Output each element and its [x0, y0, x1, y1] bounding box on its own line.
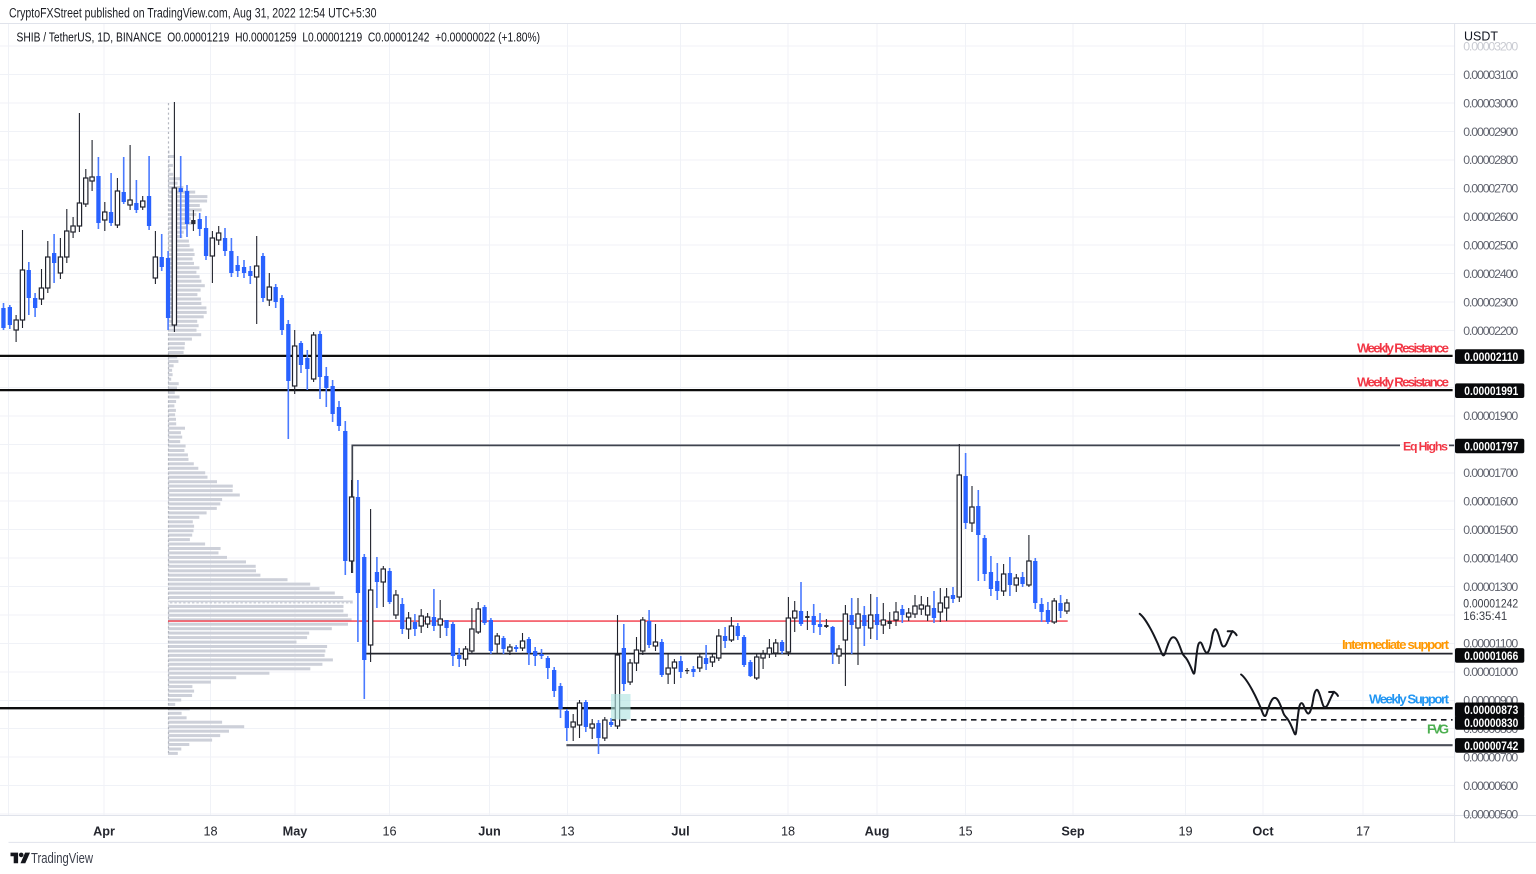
svg-text:0.00002700: 0.00002700	[1463, 182, 1518, 196]
svg-text:0.00000700: 0.00000700	[1463, 751, 1518, 765]
svg-text:0.00002200: 0.00002200	[1463, 324, 1518, 338]
svg-text:0.00001100: 0.00001100	[1463, 637, 1518, 651]
svg-text:0.00001400: 0.00001400	[1463, 551, 1518, 565]
svg-text:SHIB / TetherUS, 1D, BINANCE: SHIB / TetherUS, 1D, BINANCE O0.00001219…	[17, 30, 541, 45]
svg-text:0.00000600: 0.00000600	[1463, 779, 1518, 793]
svg-text:0.00001700: 0.00001700	[1463, 466, 1518, 480]
svg-text:0.00000742: 0.00000742	[1464, 739, 1518, 753]
svg-text:0.00001900: 0.00001900	[1463, 409, 1518, 423]
svg-text:0.00002300: 0.00002300	[1463, 295, 1518, 309]
svg-text:19: 19	[1178, 825, 1192, 839]
svg-text:0.00000873: 0.00000873	[1464, 703, 1518, 717]
svg-text:Aug: Aug	[865, 825, 890, 839]
svg-text:0.00002500: 0.00002500	[1463, 239, 1518, 253]
svg-text:Weekly Support: Weekly Support	[1369, 692, 1450, 707]
svg-text:Oct: Oct	[1252, 825, 1274, 839]
svg-text:Sep: Sep	[1061, 825, 1085, 839]
svg-text:0.00002400: 0.00002400	[1463, 267, 1518, 281]
svg-text:0.00003200: 0.00003200	[1463, 40, 1518, 54]
svg-text:USDT: USDT	[1464, 30, 1498, 44]
svg-text:FVG: FVG	[1427, 722, 1449, 737]
svg-text:0.00003000: 0.00003000	[1463, 96, 1518, 110]
svg-text:0.00002900: 0.00002900	[1463, 125, 1518, 139]
svg-text:0.00002110: 0.00002110	[1464, 350, 1518, 364]
svg-text:Jun: Jun	[478, 825, 501, 839]
svg-text:15: 15	[958, 825, 972, 839]
svg-text:0.00001500: 0.00001500	[1463, 523, 1518, 537]
svg-text:Jul: Jul	[671, 825, 689, 839]
svg-text:0.00002800: 0.00002800	[1463, 153, 1518, 167]
svg-text:17: 17	[1356, 825, 1370, 839]
svg-text:0.00001066: 0.00001066	[1464, 649, 1518, 663]
svg-text:0.00002600: 0.00002600	[1463, 210, 1518, 224]
svg-text:Intermediate support: Intermediate support	[1342, 637, 1450, 652]
svg-text:0.00001797: 0.00001797	[1464, 439, 1518, 453]
svg-text:0.00001242: 0.00001242	[1463, 597, 1518, 611]
svg-text:16:35:41: 16:35:41	[1463, 609, 1507, 623]
svg-text:18: 18	[781, 825, 795, 839]
svg-text:0.00000500: 0.00000500	[1463, 807, 1518, 821]
svg-text:0.00001991: 0.00001991	[1464, 384, 1518, 398]
svg-text:0.00003100: 0.00003100	[1463, 68, 1518, 82]
svg-text:Weekly Resistance: Weekly Resistance	[1357, 374, 1449, 389]
svg-text:Eq Highs: Eq Highs	[1403, 440, 1448, 454]
svg-text:TradingView: TradingView	[31, 851, 93, 867]
svg-text:0.00000830: 0.00000830	[1464, 716, 1518, 730]
svg-text:0.00001300: 0.00001300	[1463, 580, 1518, 594]
svg-text:0.00001600: 0.00001600	[1463, 495, 1518, 509]
svg-text:13: 13	[560, 825, 574, 839]
svg-text:0.00001000: 0.00001000	[1463, 665, 1518, 679]
svg-text:Apr: Apr	[93, 825, 115, 839]
svg-text:CryptoFXStreet published on Tr: CryptoFXStreet published on TradingView.…	[9, 6, 377, 21]
svg-text:16: 16	[382, 825, 396, 839]
svg-text:Weekly Resistance: Weekly Resistance	[1357, 341, 1449, 356]
svg-text:May: May	[283, 825, 308, 839]
svg-text:18: 18	[203, 825, 217, 839]
